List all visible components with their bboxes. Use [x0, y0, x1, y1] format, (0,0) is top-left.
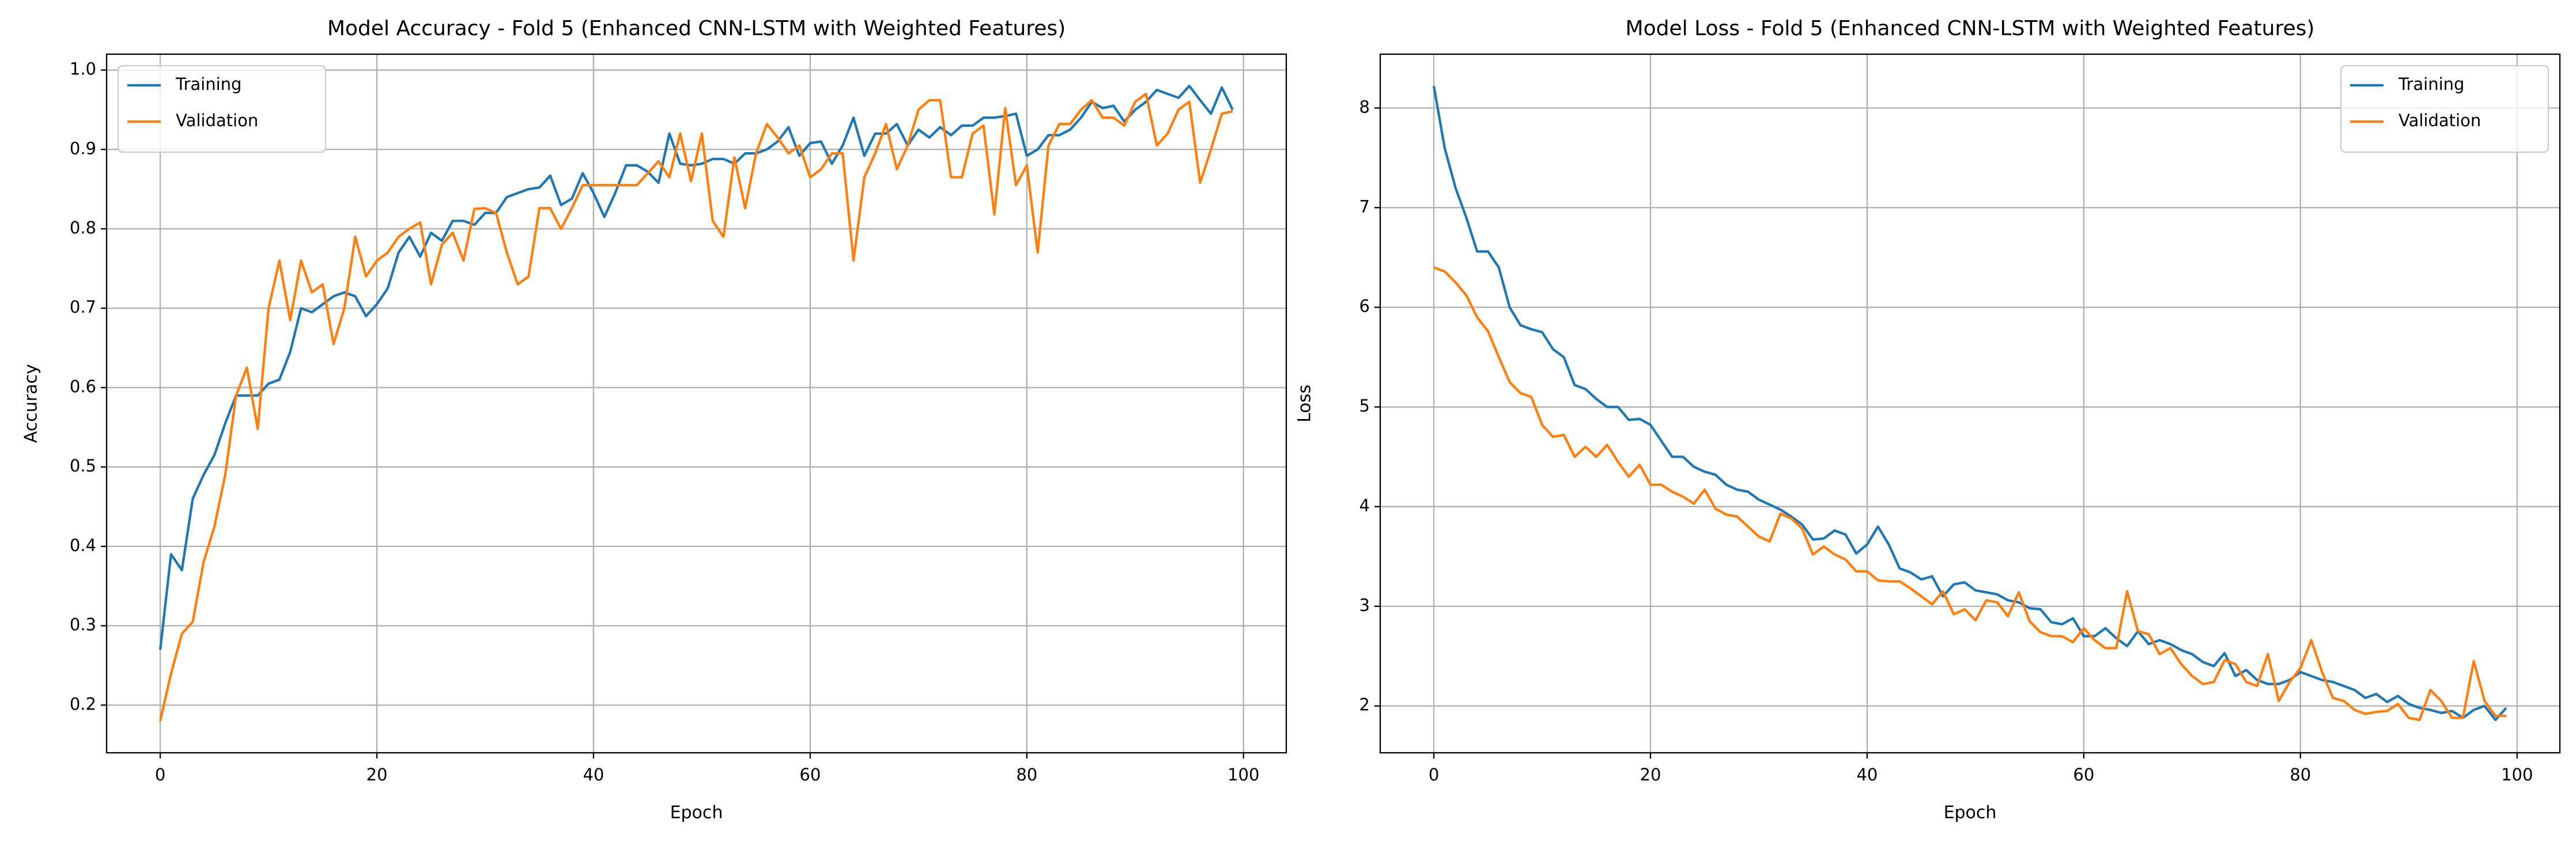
- y-tick-label: 3: [1359, 595, 1370, 615]
- x-tick-label: 80: [2290, 765, 2311, 784]
- legend-label: Validation: [2399, 111, 2481, 130]
- axes-frame: [105, 53, 1287, 754]
- legend-label: Training: [175, 74, 241, 94]
- y-tick-label: 2: [1359, 695, 1370, 715]
- y-tick-label: 0.3: [70, 615, 96, 635]
- y-axis-label: Loss: [1295, 384, 1315, 423]
- x-tick-label: 20: [367, 765, 388, 784]
- x-tick-label: 20: [1640, 765, 1661, 784]
- x-axis-label: Epoch: [670, 803, 723, 823]
- chart-title: Model Loss - Fold 5 (Enhanced CNN-LSTM w…: [1626, 17, 2315, 40]
- x-tick-label: 100: [1227, 765, 1259, 784]
- y-tick-label: 0.6: [70, 376, 96, 396]
- y-axis-label: Accuracy: [21, 364, 41, 443]
- x-tick-label: 40: [583, 765, 604, 784]
- x-tick-label: 80: [1016, 765, 1037, 784]
- y-tick-label: 0.7: [70, 297, 96, 317]
- y-tick-label: 8: [1359, 97, 1370, 116]
- legend-box: [2340, 65, 2549, 153]
- x-tick-label: 60: [2073, 765, 2094, 784]
- y-tick-label: 1.0: [70, 59, 96, 79]
- series-line: [158, 92, 1233, 722]
- y-tick-label: 5: [1359, 396, 1370, 416]
- series-line: [1433, 266, 2506, 722]
- axes-frame: [1379, 53, 2561, 754]
- x-axis-label: Epoch: [1944, 803, 1997, 823]
- chart-title: Model Accuracy - Fold 5 (Enhanced CNN-LS…: [327, 17, 1066, 40]
- y-tick-label: 7: [1359, 197, 1370, 216]
- y-tick-label: 0.5: [70, 456, 96, 476]
- legend-box: [117, 65, 327, 153]
- x-tick-label: 0: [155, 765, 165, 784]
- y-tick-label: 0.2: [70, 694, 96, 714]
- legend-label: Training: [2398, 74, 2464, 94]
- legend-label: Validation: [176, 111, 258, 130]
- y-tick-label: 0.8: [70, 218, 96, 237]
- x-tick-label: 100: [2501, 765, 2533, 784]
- y-tick-label: 4: [1359, 496, 1370, 515]
- series-line: [1432, 85, 2507, 722]
- y-tick-label: 6: [1359, 296, 1370, 316]
- series-line: [158, 84, 1234, 650]
- x-tick-label: 40: [1856, 765, 1878, 784]
- y-tick-label: 0.4: [70, 535, 96, 555]
- x-tick-label: 0: [1429, 765, 1439, 784]
- y-tick-label: 0.9: [70, 138, 96, 158]
- x-tick-label: 60: [799, 765, 821, 784]
